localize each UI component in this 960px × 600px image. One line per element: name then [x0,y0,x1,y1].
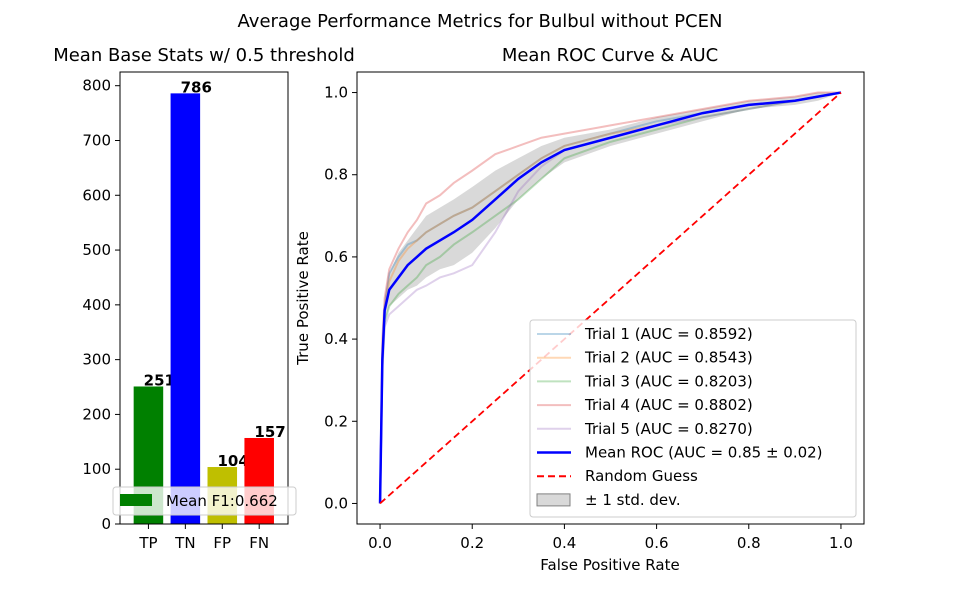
bar-value-label: 157 [254,423,285,441]
bar-y-tick-label: 100 [82,460,111,478]
roc-y-axis: 0.0 0.2 0.4 0.6 0.8 1.0 [324,84,357,512]
roc-y-tick-label: 0.4 [324,330,348,348]
roc-series [378,91,842,505]
bar-y-tick-label: 0 [101,515,111,533]
roc-x-tick-label: 0.0 [368,534,392,552]
bar-value-label: 251 [144,371,175,389]
bar-x-tick-label: TP [138,534,157,552]
roc-x-tick-label: 0.6 [645,534,669,552]
bar-chart-title: Mean Base Stats w/ 0.5 threshold [53,45,355,66]
bar-x-tick-label: TN [174,534,195,552]
roc-legend-label: Trial 2 (AUC = 0.8543) [584,349,753,367]
bar-y-tick-label: 700 [82,131,111,149]
bar-chart: Mean Base Stats w/ 0.5 threshold 0 100 200… [53,45,355,552]
roc-legend: Trial 1 (AUC = 0.8592) Trial 2 (AUC = 0.8… [529,319,857,518]
bar-y-tick-label: 600 [82,186,111,204]
roc-x-axis-label: False Positive Rate [540,556,679,574]
roc-y-tick-label: 0.8 [324,166,348,184]
bar-y-tick-label: 400 [82,296,111,314]
roc-legend-label: ± 1 std. dev. [585,491,681,509]
bar-series: 251 786 104 157 [133,78,286,524]
bar-x-tick-label: FN [249,534,269,552]
bar-y-tick-label: 200 [82,405,111,423]
bar-y-axis: 0 100 200 300 400 500 600 700 800 [82,77,120,533]
bar-legend: Mean F1:0.662 [112,486,297,516]
roc-y-tick-label: 1.0 [324,84,348,102]
roc-legend-label: Trial 3 (AUC = 0.8203) [584,372,753,390]
roc-y-tick-label: 0.0 [324,494,348,512]
roc-line-random [379,91,842,505]
bar-x-axis: TP TN FP FN [138,524,269,552]
roc-std-band [380,92,841,504]
roc-line-trial-5 [379,91,842,504]
roc-line-mean [378,91,842,504]
bar-legend-frame [112,486,297,516]
roc-legend-label: Trial 5 (AUC = 0.8270) [584,420,753,438]
bar-value-label: 104 [218,452,249,470]
roc-legend-frame [529,319,857,518]
bar-plot-frame [119,71,289,525]
roc-std-band-area [380,92,841,504]
roc-legend-label: Mean ROC (AUC = 0.85 ± 0.02) [585,444,823,462]
roc-x-tick-label: 0.8 [737,534,761,552]
roc-chart: Mean ROC Curve & AUC 0.00.20.40.60.81.0 … [294,45,865,574]
bar-y-tick-label: 300 [82,351,111,369]
bar-y-tick-label: 800 [82,77,111,95]
bar-value-label: 786 [181,78,212,96]
bar-legend-label: Mean F1:0.662 [166,492,278,510]
bar-tn [170,93,201,524]
figure-suptitle: Average Performance Metrics for Bulbul w… [238,11,723,32]
roc-chart-title: Mean ROC Curve & AUC [502,45,718,66]
roc-legend-label: Trial 1 (AUC = 0.8592) [584,325,753,343]
roc-legend-swatch [536,493,571,507]
bar-legend-swatch [120,494,152,506]
roc-x-tick-label: 0.4 [552,534,576,552]
roc-x-tick-label: 1.0 [829,534,853,552]
roc-legend-label: Trial 4 (AUC = 0.8802) [584,396,753,414]
roc-y-tick-label: 0.6 [324,248,348,266]
roc-line-trial-3 [379,91,842,504]
roc-line-trial-4 [379,91,841,504]
roc-legend-label: Random Guess [585,467,698,485]
roc-y-tick-label: 0.2 [324,412,348,430]
roc-x-axis: 0.0 0.2 0.4 0.6 0.8 1.0 [368,524,853,552]
roc-y-axis-label: True Positive Rate [294,231,312,366]
roc-plot-frame [356,71,865,525]
roc-x-tick-label: 0.2 [460,534,484,552]
bar-x-tick-label: FP [213,534,231,552]
bar-y-tick-label: 500 [82,241,111,259]
